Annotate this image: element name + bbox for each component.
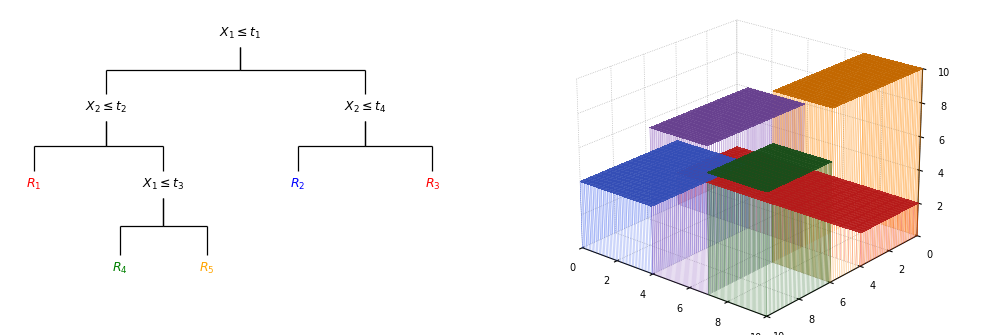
Text: $X_1 \leq t_3$: $X_1 \leq t_3$: [142, 177, 184, 192]
Text: $X_2 \leq t_2$: $X_2 \leq t_2$: [85, 99, 127, 115]
Text: $R_2$: $R_2$: [290, 177, 305, 192]
Text: $X_1 \leq t_1$: $X_1 \leq t_1$: [219, 26, 261, 41]
Text: $X_2 \leq t_4$: $X_2 \leq t_4$: [344, 99, 386, 115]
Text: $R_5$: $R_5$: [199, 260, 214, 276]
Text: $R_1$: $R_1$: [26, 177, 41, 192]
Text: $R_3$: $R_3$: [424, 177, 440, 192]
Text: $R_4$: $R_4$: [112, 260, 128, 276]
